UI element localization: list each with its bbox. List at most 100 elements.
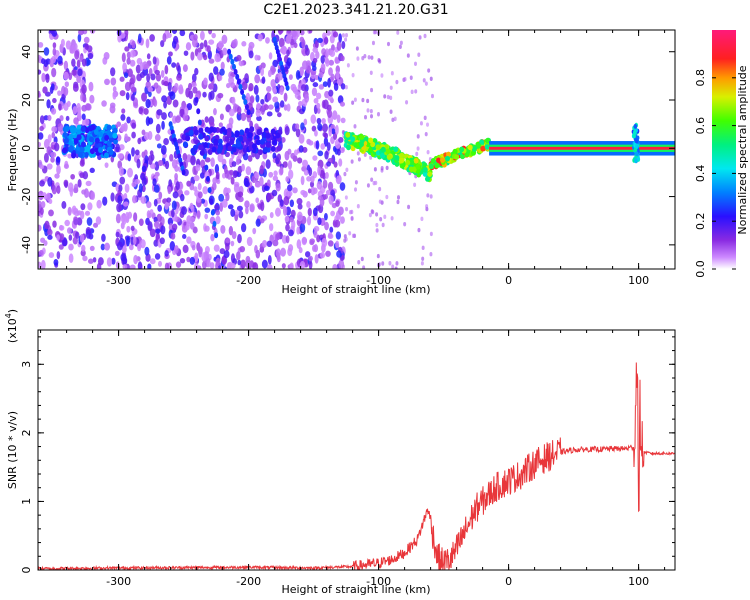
spectral-speckle bbox=[312, 47, 319, 53]
spectral-speckle bbox=[278, 37, 285, 48]
spectral-speckle bbox=[164, 160, 170, 170]
spectral-speckle bbox=[282, 205, 288, 216]
spectral-speckle bbox=[141, 92, 147, 102]
spectral-speckle bbox=[133, 254, 138, 265]
spectral-carrier-core bbox=[489, 146, 675, 150]
spectral-speckle bbox=[146, 53, 151, 60]
spectral-speckle bbox=[220, 224, 226, 234]
spectral-speckle bbox=[338, 33, 342, 44]
spectral-speckle bbox=[317, 195, 324, 201]
spectral-speckle bbox=[214, 204, 220, 210]
spectral-speckle bbox=[184, 190, 190, 196]
spectral-speckle bbox=[106, 257, 113, 267]
spectral-speckle bbox=[248, 82, 254, 92]
spectral-speckle bbox=[304, 251, 311, 258]
spectral-speckle bbox=[126, 57, 131, 65]
spectral-speckle bbox=[170, 232, 176, 240]
spectral-speckle bbox=[51, 185, 57, 195]
spectral-speckle bbox=[209, 262, 215, 269]
spectral-speckle bbox=[201, 252, 207, 262]
spectral-speckle bbox=[429, 251, 433, 257]
spectral-trace bbox=[428, 163, 434, 170]
spectral-speckle bbox=[369, 70, 373, 75]
spectral-speckle bbox=[311, 87, 318, 97]
spectral-band bbox=[257, 149, 263, 156]
spectral-band bbox=[198, 144, 204, 151]
spectral-speckle bbox=[317, 217, 322, 226]
spectral-speckle bbox=[186, 180, 192, 187]
spectral-speckle bbox=[330, 210, 336, 217]
spectral-speckle bbox=[426, 122, 430, 127]
spectral-speckle bbox=[118, 166, 124, 177]
spectral-speckle bbox=[73, 216, 79, 226]
spectral-speckle bbox=[255, 197, 260, 204]
spectral-speckle bbox=[197, 182, 202, 191]
spectral-speckle bbox=[299, 222, 306, 233]
spectral-speckle bbox=[153, 98, 158, 107]
spectral-speckle bbox=[148, 67, 153, 76]
spectral-speckle bbox=[160, 144, 167, 155]
spectral-band bbox=[198, 133, 204, 140]
spectral-speckle bbox=[256, 115, 262, 122]
spectral-speckle bbox=[189, 221, 195, 230]
snr-y-scale-exp: 4 bbox=[4, 313, 13, 318]
spectral-speckle bbox=[302, 60, 308, 70]
spectral-speckle bbox=[101, 100, 107, 107]
spectral-speckle bbox=[429, 194, 433, 199]
spectral-speckle bbox=[227, 261, 233, 268]
snr-y-tick-label: 1 bbox=[20, 498, 33, 505]
colorbar: 0.0 0.2 0.4 0.6 0.8 Normalized spectral ampl… bbox=[694, 30, 749, 278]
spectral-speckle bbox=[344, 37, 348, 42]
spectral-trace bbox=[452, 148, 458, 155]
spectral-speckle bbox=[149, 34, 155, 42]
spectral-speckle bbox=[280, 137, 286, 143]
spectral-speckle bbox=[77, 33, 82, 43]
chart-title: C2E1.2023.341.21.20.G31 bbox=[263, 2, 448, 18]
spectral-speckle bbox=[130, 86, 137, 93]
spectral-speckle bbox=[299, 70, 304, 76]
spectral-speckle bbox=[157, 204, 163, 212]
spectral-speckle bbox=[317, 37, 323, 44]
spectral-speckle bbox=[153, 221, 160, 229]
spectral-speckle bbox=[168, 91, 174, 97]
spectral-speckle bbox=[183, 50, 189, 56]
spectral-speckle bbox=[222, 47, 228, 56]
spectral-speckle bbox=[102, 196, 108, 206]
spectral-speckle bbox=[335, 124, 339, 135]
spectral-speckle bbox=[39, 164, 45, 170]
spectral-speckle bbox=[171, 40, 177, 49]
spectral-speckle bbox=[54, 173, 60, 179]
spectral-streak bbox=[246, 109, 251, 116]
spectral-speckle bbox=[389, 109, 393, 114]
spectral-speckle bbox=[120, 253, 127, 262]
spectral-speckle bbox=[238, 60, 244, 67]
spectral-band bbox=[97, 147, 103, 154]
spectral-speckle bbox=[38, 69, 42, 75]
spectral-speckle bbox=[56, 185, 61, 194]
spectral-band bbox=[93, 128, 99, 135]
spectral-speckle bbox=[317, 123, 323, 131]
spectral-speckle bbox=[255, 109, 261, 117]
spectral-streak bbox=[194, 97, 199, 104]
spectral-band bbox=[78, 151, 84, 158]
spectral-speckle bbox=[290, 209, 296, 218]
spectral-band bbox=[211, 146, 217, 153]
spectral-speckle bbox=[109, 102, 116, 109]
spectral-speckle bbox=[51, 126, 58, 133]
spectral-speckle bbox=[79, 233, 85, 243]
spectral-trace bbox=[350, 136, 356, 142]
spectral-speckle bbox=[141, 165, 147, 173]
spectral-speckle bbox=[318, 84, 325, 90]
spectral-speckle bbox=[171, 200, 177, 211]
spectral-speckle bbox=[417, 227, 421, 233]
spectral-speckle bbox=[117, 194, 123, 205]
spectral-streak bbox=[204, 164, 209, 171]
spectral-speckle bbox=[366, 98, 370, 104]
spectral-speckle bbox=[55, 156, 61, 163]
spectral-speckle bbox=[320, 63, 326, 73]
spectral-trace bbox=[422, 171, 428, 177]
spectral-band bbox=[270, 145, 276, 152]
spectral-streak bbox=[244, 104, 249, 111]
spectral-speckle bbox=[103, 51, 110, 60]
spectral-speckle bbox=[286, 30, 292, 34]
